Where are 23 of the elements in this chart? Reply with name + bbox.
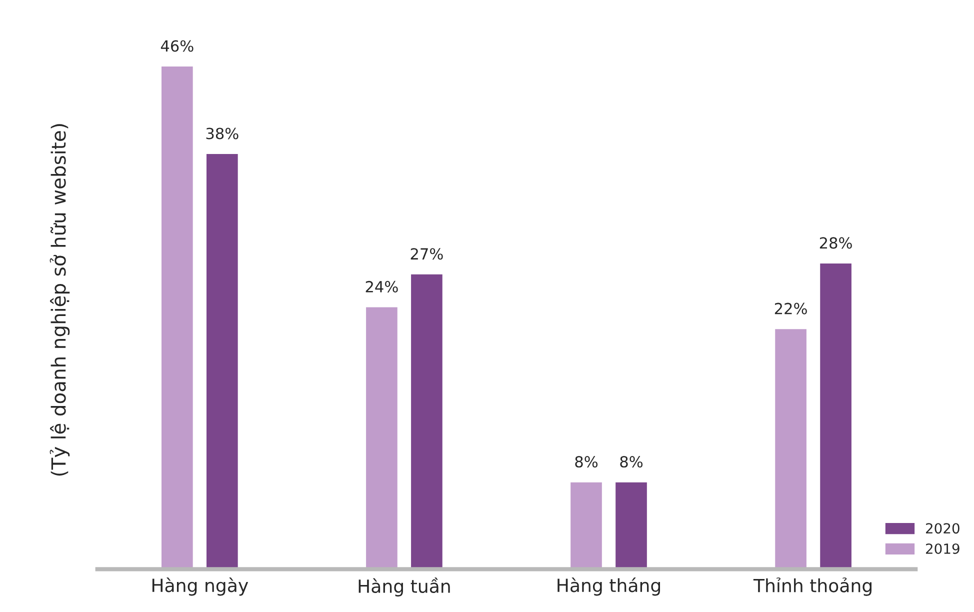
data-label: 8% [620, 456, 643, 468]
data-label: 46% [160, 40, 194, 52]
data-label: 28% [820, 237, 852, 249]
bar [410, 273, 444, 570]
y-axis-title: (Tỷ lệ doanh nghiệp sở hữu website) [50, 124, 70, 476]
x-tick-label: Hàng tuần [358, 577, 450, 597]
bar [614, 480, 648, 570]
data-label: 22% [774, 302, 807, 314]
data-label: 8% [575, 456, 598, 468]
legend-label: 2019 [926, 543, 960, 554]
bar [569, 480, 604, 570]
bar [364, 306, 399, 570]
data-label: 38% [206, 128, 238, 140]
bar [160, 65, 194, 570]
bar [205, 152, 240, 570]
x-tick-label: Hàng ngày [152, 577, 248, 596]
data-label: 24% [366, 280, 398, 292]
x-tick-label: Thỉnh thoảng [753, 577, 872, 596]
x-tick-label: Hàng tháng [558, 577, 660, 596]
data-label: 27% [410, 248, 443, 260]
bar [818, 262, 853, 570]
bar [774, 328, 808, 570]
legend-label: 2020 [926, 523, 960, 534]
